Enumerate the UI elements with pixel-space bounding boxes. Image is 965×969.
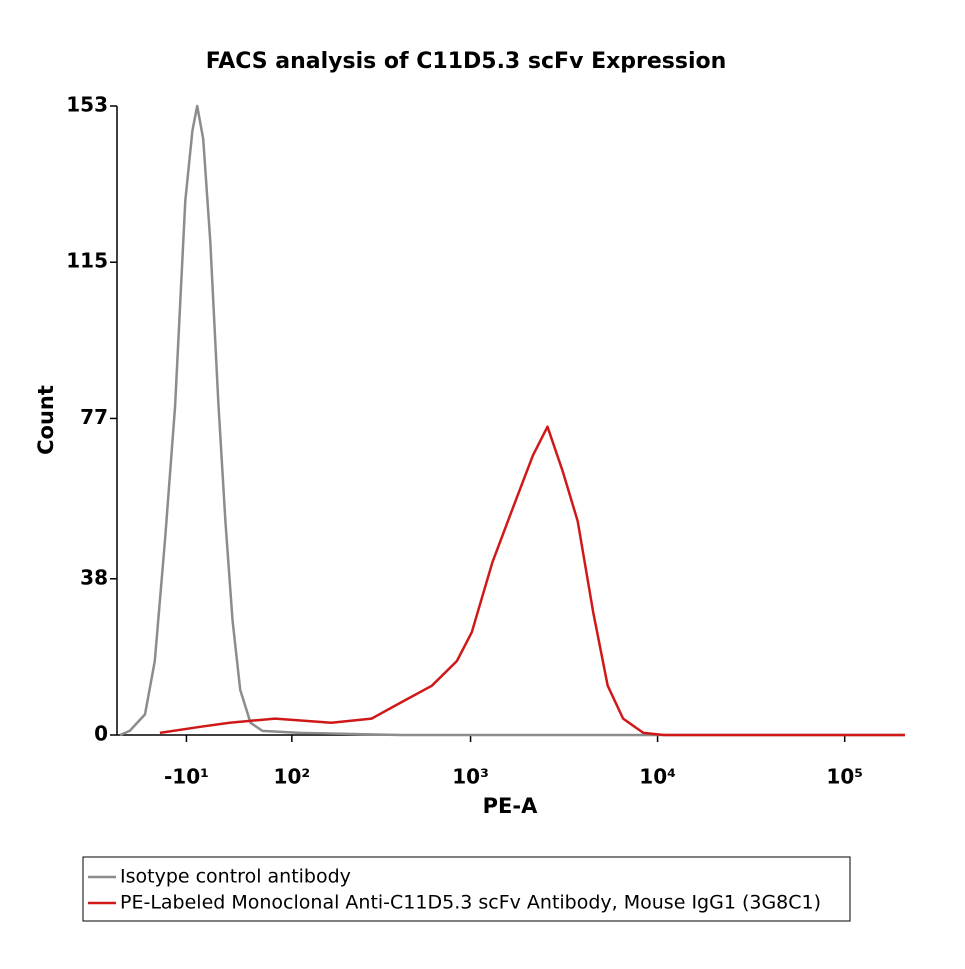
y-tick-label: 38 [80, 565, 108, 589]
y-tick-label: 77 [80, 405, 108, 429]
y-tick-label: 153 [66, 93, 108, 117]
y-tick-label: 115 [66, 249, 108, 273]
legend-label: PE-Labeled Monoclonal Anti-C11D5.3 scFv … [120, 892, 821, 914]
legend-box [82, 856, 851, 922]
series-line [119, 104, 905, 737]
x-tick-label: -10¹ [164, 765, 209, 789]
chart-title: FACS analysis of C11D5.3 scFv Expression [206, 49, 727, 74]
y-tick-label: 0 [94, 722, 108, 746]
x-tick-label: 10⁴ [639, 765, 676, 789]
x-tick-label: 10³ [452, 765, 489, 789]
x-axis-label: PE-A [483, 794, 538, 818]
series-line [159, 425, 905, 737]
y-axis-label: Count [34, 385, 58, 455]
x-tick-label: 10⁵ [826, 765, 863, 789]
legend-label: Isotype control antibody [120, 866, 351, 888]
x-tick-label: 10² [274, 765, 311, 789]
